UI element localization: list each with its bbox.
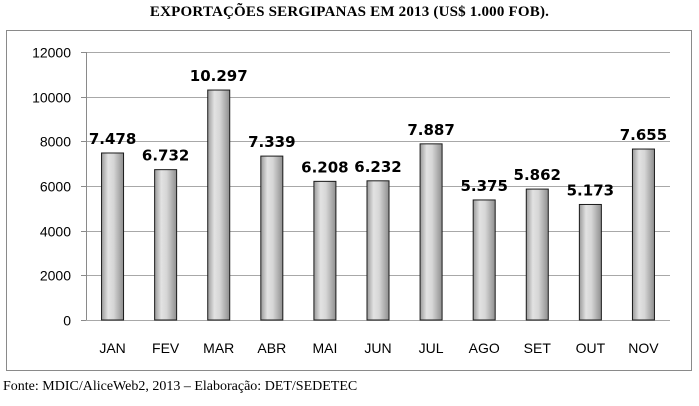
- data-label: 10.297: [190, 67, 248, 85]
- data-label: 6.232: [354, 158, 401, 176]
- x-tick-label: JAN: [99, 340, 125, 356]
- bar: [419, 143, 443, 321]
- x-tick-label: ABR: [257, 340, 286, 356]
- x-tick-label: JUL: [419, 340, 444, 356]
- x-tick-label: AGO: [469, 340, 500, 356]
- data-label: 6.732: [142, 147, 189, 165]
- bar: [313, 180, 337, 321]
- chart-title: EXPORTAÇÕES SERGIPANAS EM 2013 (US$ 1.00…: [149, 4, 550, 20]
- y-tick-label: 12000: [32, 45, 71, 61]
- y-tick-label: 4000: [40, 224, 71, 240]
- x-tick-label: MAI: [312, 340, 337, 356]
- x-tick-label: MAR: [203, 340, 234, 356]
- bar: [472, 199, 496, 321]
- data-label: 7.887: [407, 121, 454, 139]
- data-label: 5.862: [514, 166, 561, 184]
- bar: [578, 203, 602, 321]
- y-tick-label: 6000: [40, 179, 71, 195]
- data-label: 5.173: [567, 181, 614, 199]
- bar: [631, 148, 655, 321]
- bar: [525, 188, 549, 321]
- y-tick-label: 8000: [40, 134, 71, 150]
- bar: [366, 180, 390, 321]
- data-label: 6.208: [301, 158, 348, 176]
- bar: [154, 169, 178, 321]
- y-axis: 0 2000 4000 6000 8000 10000 12000: [32, 45, 87, 329]
- data-label: 7.478: [89, 130, 136, 148]
- x-tick-label: FEV: [152, 340, 180, 356]
- y-tick-label: 2000: [40, 268, 71, 284]
- x-axis: JAN FEV MAR ABR MAI JUN JUL AGO SET OUT NOV: [99, 340, 659, 356]
- x-tick-label: JUN: [364, 340, 391, 356]
- bar: [207, 89, 231, 321]
- y-tick-label: 0: [63, 313, 71, 329]
- bar: [260, 155, 284, 321]
- x-tick-label: OUT: [576, 340, 606, 356]
- data-labels: 7.478 6.732 10.297 7.339 6.208 6.232 7.887 5.37…: [89, 67, 667, 199]
- x-tick-label: SET: [524, 340, 552, 356]
- data-label: 5.375: [460, 177, 507, 195]
- data-label: 7.655: [620, 126, 667, 144]
- x-tick-label: NOV: [628, 340, 659, 356]
- bar: [101, 152, 125, 321]
- bars: [101, 89, 655, 321]
- data-label: 7.339: [248, 133, 295, 151]
- source-note: Fonte: MDIC/AliceWeb2, 2013 – Elaboração…: [3, 379, 358, 394]
- y-tick-label: 10000: [32, 90, 71, 106]
